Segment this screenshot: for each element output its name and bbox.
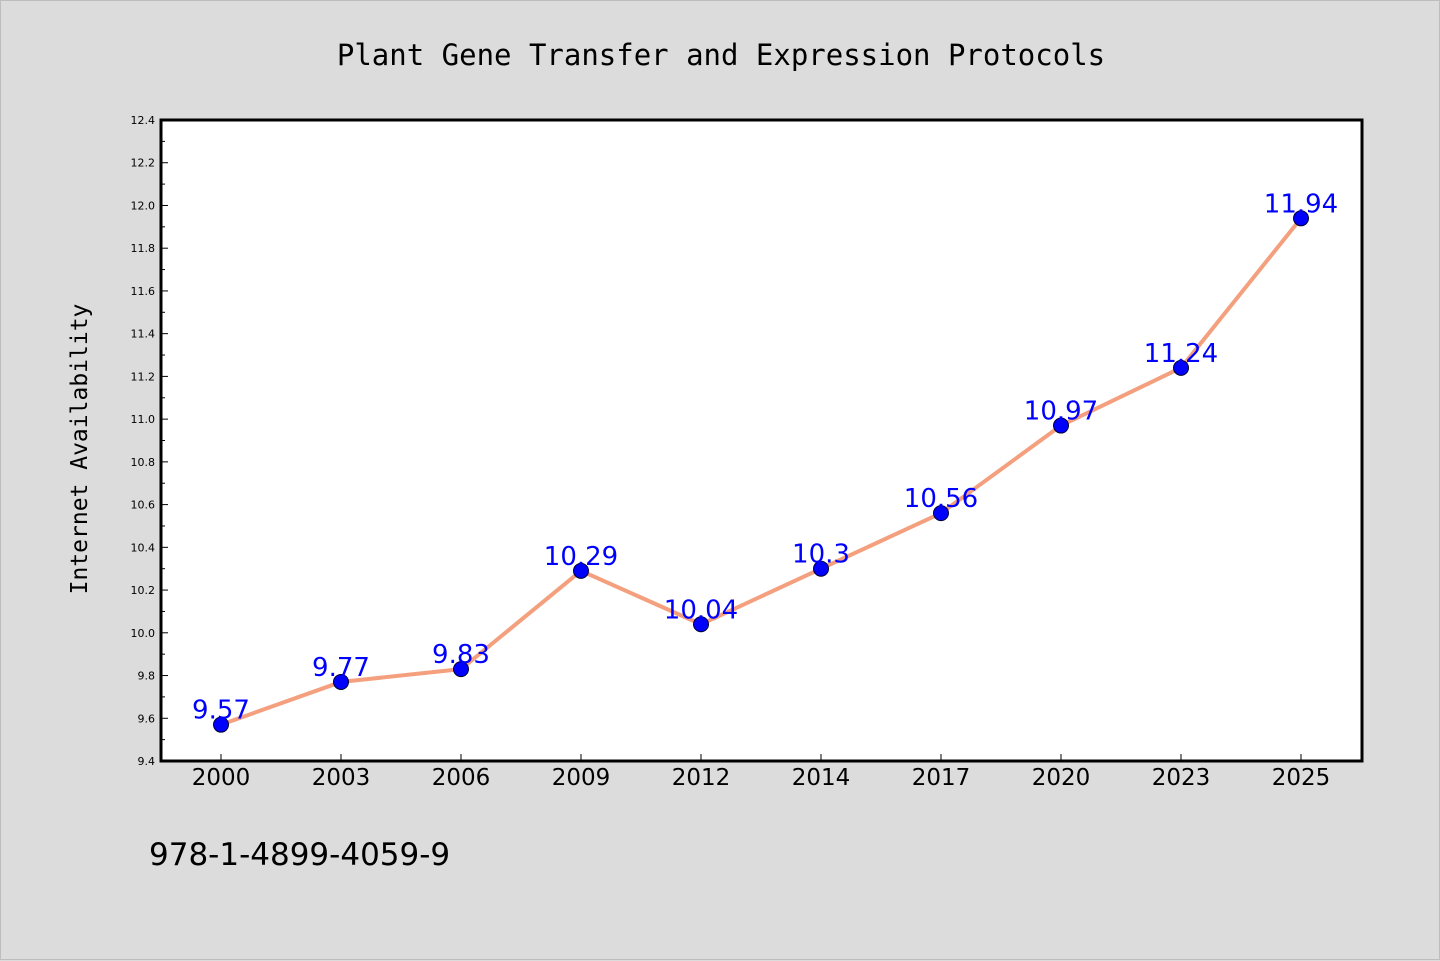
series-line xyxy=(220,217,1303,727)
x-tick-label: 2000 xyxy=(192,765,251,791)
plot-area xyxy=(159,118,1364,763)
data-label: 10.04 xyxy=(664,595,738,625)
y-tick-label: 11.2 xyxy=(131,370,156,383)
data-point xyxy=(573,562,589,579)
x-tick-label: 2012 xyxy=(672,765,731,791)
data-label: 9.83 xyxy=(432,640,490,670)
data-point xyxy=(453,661,469,678)
data-point xyxy=(693,616,709,633)
data-label: 9.77 xyxy=(312,653,370,683)
y-axis-ticks: 9.4 9.6 9.8 10.0 10.2 10.4 10.6 10.8 11.0 11.2 11.… xyxy=(131,114,168,768)
data-markers xyxy=(213,210,1309,733)
y-tick-label: 12.0 xyxy=(131,199,156,212)
y-tick-label: 10.2 xyxy=(131,584,156,597)
x-tick-label: 2023 xyxy=(1152,765,1211,791)
data-point xyxy=(1293,210,1309,227)
x-tick-label: 2006 xyxy=(432,765,491,791)
y-tick-label: 12.2 xyxy=(131,157,156,170)
y-tick-label: 10.6 xyxy=(131,499,156,512)
data-point xyxy=(1053,417,1069,434)
x-tick-label: 2003 xyxy=(312,765,371,791)
x-axis-ticks: 2000 2003 2006 2009 2012 2014 2017 2020 2023 2025 xyxy=(192,754,1331,791)
y-tick-label: 10.8 xyxy=(131,456,156,469)
y-tick-label: 9.6 xyxy=(138,712,156,725)
y-axis-label: Internet Availability xyxy=(67,304,93,595)
data-point xyxy=(213,716,229,733)
data-label: 10.29 xyxy=(544,542,618,572)
y-tick-label: 11.8 xyxy=(131,242,156,255)
data-point xyxy=(933,505,949,522)
y-tick-label: 10.0 xyxy=(131,627,156,640)
y-tick-label: 11.0 xyxy=(131,413,156,426)
x-tick-label: 2025 xyxy=(1272,765,1331,791)
data-label: 9.57 xyxy=(192,696,250,726)
x-tick-label: 2009 xyxy=(552,765,611,791)
y-tick-label: 9.8 xyxy=(138,670,156,683)
y-tick-label: 12.4 xyxy=(131,114,156,127)
data-label: 10.56 xyxy=(904,484,978,514)
x-tick-label: 2017 xyxy=(912,765,971,791)
data-point xyxy=(333,673,349,690)
data-label: 10.97 xyxy=(1024,397,1098,427)
data-label: 11.24 xyxy=(1144,339,1218,369)
y-tick-label: 9.4 xyxy=(138,755,156,768)
data-label: 10.3 xyxy=(792,540,850,570)
x-tick-label: 2020 xyxy=(1032,765,1091,791)
y-tick-label: 11.4 xyxy=(131,328,156,341)
data-point xyxy=(813,560,829,577)
y-tick-label: 11.6 xyxy=(131,285,156,298)
data-labels: 9.57 9.77 9.83 10.29 10.04 10.3 10.56 10.97 11.2… xyxy=(192,189,1338,725)
x-tick-label: 2014 xyxy=(792,765,851,791)
chart-title: Plant Gene Transfer and Expression Proto… xyxy=(337,38,1105,72)
isbn-footnote: 978-1-4899-4059-9 xyxy=(149,837,450,873)
y-tick-label: 10.4 xyxy=(131,541,156,554)
data-point xyxy=(1173,359,1189,376)
data-label: 11.94 xyxy=(1264,189,1338,219)
